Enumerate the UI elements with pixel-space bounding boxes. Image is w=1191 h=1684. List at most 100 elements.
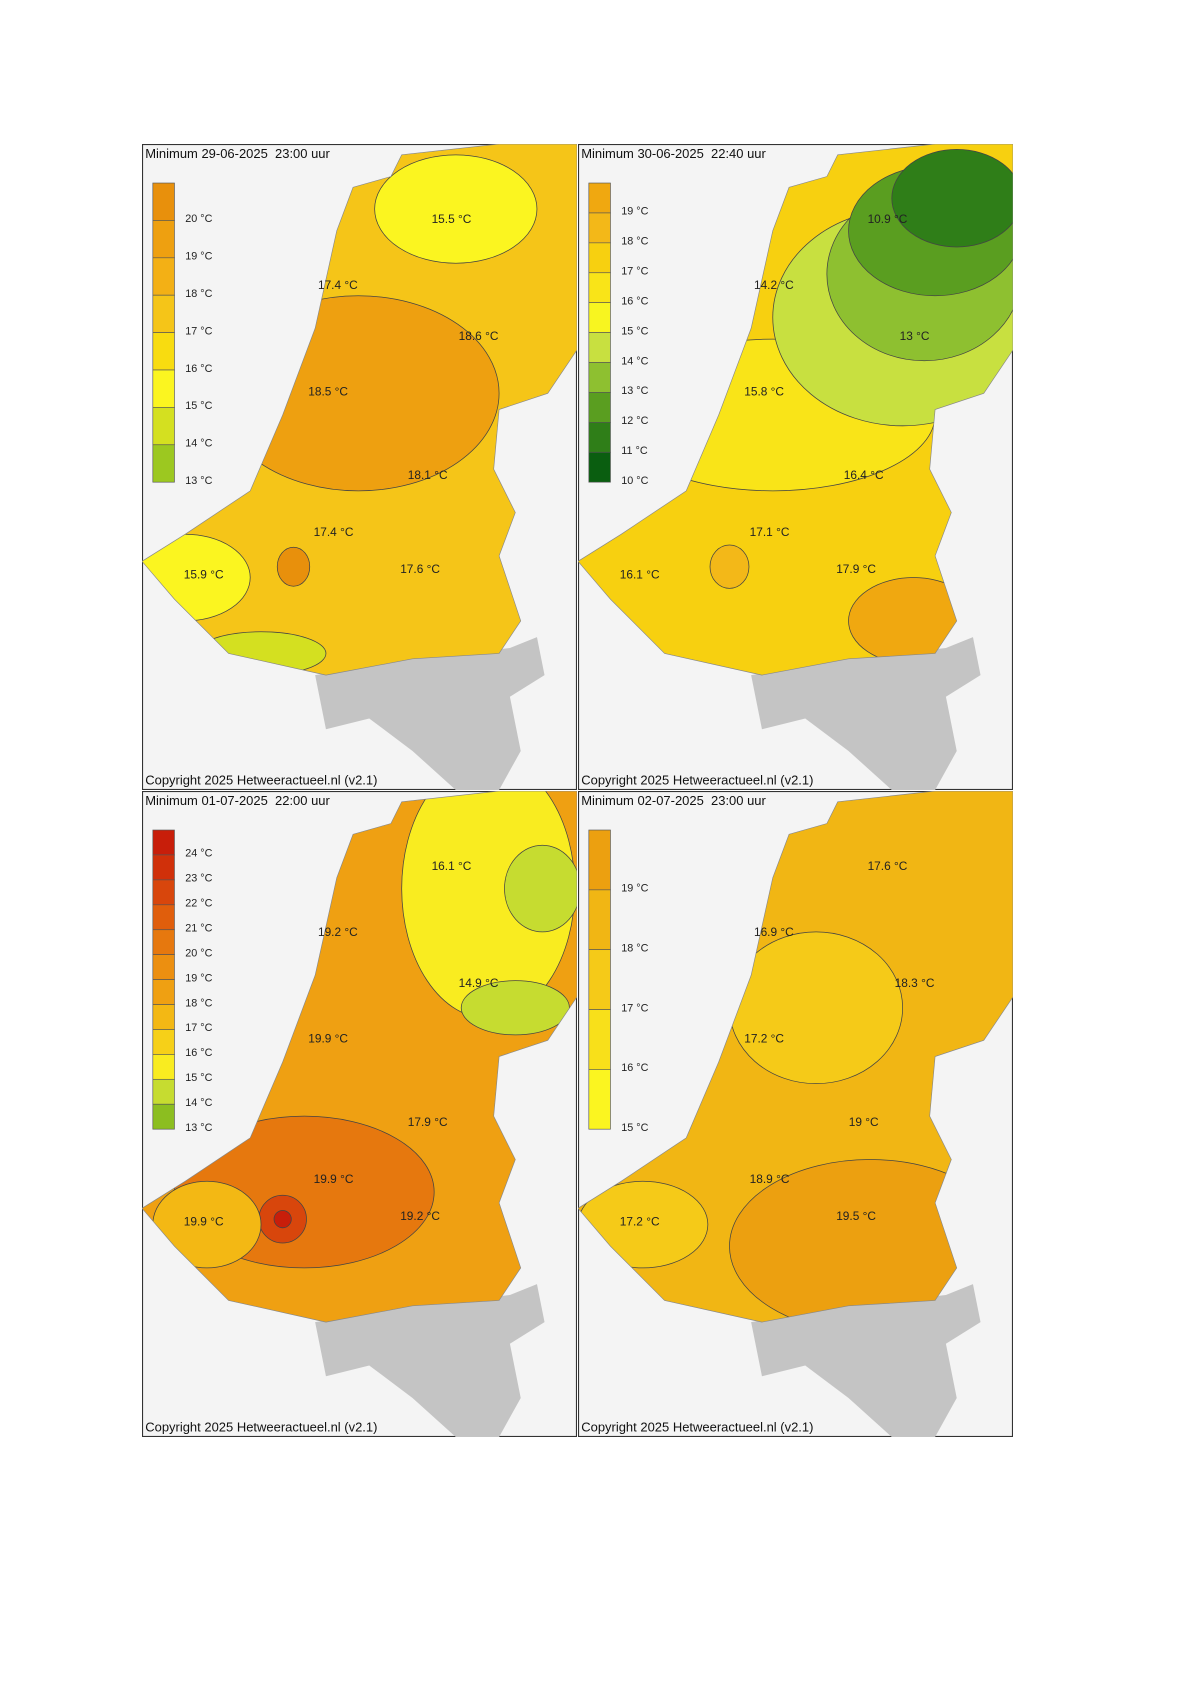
legend-swatch [588, 1069, 611, 1130]
legend-label: 19 °C [185, 972, 212, 984]
map-label: 10.9 °C [868, 212, 908, 226]
legend-swatch [588, 949, 611, 1010]
map-title: Minimum 02-07-2025 23:00 uur [581, 793, 766, 808]
legend-swatch [152, 1029, 175, 1055]
legend-label: 19 °C [621, 206, 648, 218]
map-label: 17.9 °C [408, 1115, 448, 1129]
legend-label: 15 °C [621, 325, 648, 337]
legend-label: 17 °C [621, 1002, 648, 1014]
legend-label: 20 °C [185, 947, 212, 959]
legend-label: 13 °C [185, 1122, 212, 1134]
temperature-zones [142, 791, 577, 1323]
copyright: Copyright 2025 Hetweeractueel.nl (v2.1) [145, 1420, 377, 1435]
legend-label: 22 °C [185, 898, 212, 910]
map-label: 17.2 °C [620, 1215, 660, 1229]
legend-label: 18 °C [185, 997, 212, 1009]
map-label: 17.6 °C [400, 562, 440, 576]
copyright: Copyright 2025 Hetweeractueel.nl (v2.1) [581, 773, 813, 788]
map-panel: Minimum 02-07-2025 23:00 uur 19 °C 18 °C 17… [578, 791, 1013, 1437]
legend-label: 16 °C [621, 295, 648, 307]
legend-swatch [588, 422, 611, 453]
legend-swatch [152, 332, 175, 371]
zone [709, 544, 750, 589]
legend-label: 15 °C [621, 1122, 648, 1134]
map-title: Minimum 30-06-2025 22:40 uur [581, 146, 766, 161]
legend-label: 12 °C [621, 415, 648, 427]
map-label: 18.1 °C [408, 468, 448, 482]
legend-swatch [152, 904, 175, 931]
legend-swatch [152, 294, 175, 333]
legend-label: 14 °C [621, 355, 648, 367]
zone [276, 546, 311, 587]
map-panel: Minimum 01-07-2025 22:00 uur 24 °C 23 °C 22… [142, 791, 577, 1437]
map-label: 19.2 °C [318, 925, 358, 939]
legend-swatch [152, 257, 175, 296]
border [142, 791, 577, 1323]
legend-label: 24 °C [185, 848, 212, 860]
zone [891, 149, 1013, 248]
map-label: 17.4 °C [318, 278, 358, 292]
legend-label: 15 °C [185, 1072, 212, 1084]
legend-swatch [588, 1009, 611, 1070]
legend-label: 14 °C [185, 1097, 212, 1109]
map: Minimum 02-07-2025 23:00 uur 19 °C 18 °C 17… [578, 791, 1013, 1437]
copyright: Copyright 2025 Hetweeractueel.nl (v2.1) [145, 773, 377, 788]
legend-swatch [588, 889, 611, 951]
temperature-zones [578, 791, 1013, 1323]
legend-swatch [152, 369, 175, 408]
map-label: 19.9 °C [308, 1031, 348, 1045]
map-label: 19.9 °C [184, 1215, 224, 1229]
map-label: 18.9 °C [750, 1172, 790, 1186]
legend-swatch [152, 1103, 175, 1130]
map-panel: Minimum 29-06-2025 23:00 uur 20 °C 19 °C 18… [142, 144, 577, 790]
legend-swatch [588, 362, 611, 393]
zone [273, 1210, 292, 1229]
map-label: 19 °C [849, 1115, 879, 1129]
legend-label: 13 °C [621, 385, 648, 397]
legend-label: 16 °C [185, 1047, 212, 1059]
legend-swatch [152, 220, 175, 259]
legend-label: 21 °C [185, 923, 212, 935]
legend-label: 16 °C [185, 363, 212, 375]
legend-swatch [152, 979, 175, 1005]
legend-label: 17 °C [621, 266, 648, 278]
legend-swatch [152, 1078, 175, 1105]
map-label: 18.3 °C [895, 976, 935, 990]
legend-swatch [152, 829, 175, 856]
temperature-zones [142, 144, 577, 676]
legend-swatch [588, 392, 611, 423]
copyright: Copyright 2025 Hetweeractueel.nl (v2.1) [581, 1420, 813, 1435]
legend-label: 13 °C [185, 475, 212, 487]
map-label: 14.9 °C [459, 976, 499, 990]
map-label: 19.2 °C [400, 1209, 440, 1223]
legend-swatch [152, 1004, 175, 1030]
map-title: Minimum 29-06-2025 23:00 uur [145, 146, 330, 161]
legend-swatch [588, 302, 611, 333]
legend-label: 20 °C [185, 213, 212, 225]
legend-swatch [152, 954, 175, 980]
legend-label: 10 °C [621, 475, 648, 487]
map-label: 19.5 °C [836, 1209, 876, 1223]
neighbour-region [315, 1284, 545, 1437]
legend-label: 17 °C [185, 1022, 212, 1034]
legend-label: 14 °C [185, 438, 212, 450]
map-label: 17.9 °C [836, 562, 876, 576]
neighbour-region [315, 637, 545, 790]
legend-label: 18 °C [621, 236, 648, 248]
map-label: 16.1 °C [620, 568, 660, 582]
map-label: 16.9 °C [754, 925, 794, 939]
map: Minimum 29-06-2025 23:00 uur 20 °C 19 °C 18… [142, 144, 577, 790]
neighbour-region [751, 637, 981, 790]
legend-swatch [152, 929, 175, 955]
legend-label: 23 °C [185, 873, 212, 885]
legend-swatch [152, 407, 175, 446]
legend-label: 18 °C [185, 288, 212, 300]
legend-label: 18 °C [621, 942, 648, 954]
legend-swatch [152, 854, 175, 881]
legend-swatch [152, 1054, 175, 1080]
map-label: 16.4 °C [844, 468, 884, 482]
map-title: Minimum 01-07-2025 22:00 uur [145, 793, 330, 808]
legend-swatch [588, 182, 611, 214]
map-label: 18.5 °C [308, 384, 348, 398]
